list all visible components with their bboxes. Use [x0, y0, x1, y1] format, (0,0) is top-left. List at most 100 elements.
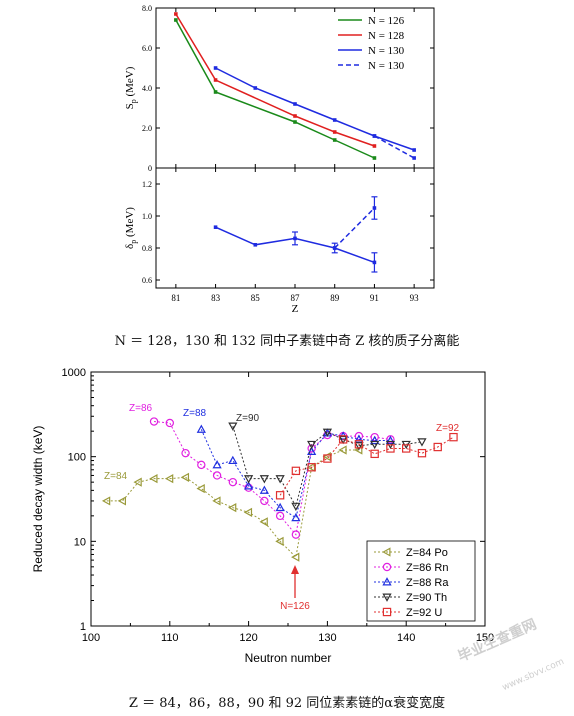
- p3-point: [259, 475, 269, 484]
- n126-arrow: N=126: [280, 565, 310, 612]
- p2-frame: [155, 167, 435, 289]
- p1-y-tick-label: 4.0: [142, 84, 152, 93]
- p3-point: [228, 477, 238, 487]
- p3-point: [338, 435, 348, 444]
- p1-series-layer: [174, 12, 416, 160]
- p3-x-axis-label: Neutron number: [245, 651, 332, 665]
- p3-point: [433, 442, 442, 452]
- p3-point: [228, 503, 237, 513]
- label-z92: Z=92: [436, 423, 460, 434]
- p2-ylabel-main: δ: [124, 244, 136, 249]
- p3-point: [180, 472, 190, 482]
- p3-point: [291, 466, 301, 476]
- p1-point: [332, 138, 337, 142]
- label-n126: N=126: [280, 601, 310, 612]
- p2-x-tick-label: 89: [330, 293, 340, 303]
- label-z88: Z=88: [183, 408, 207, 419]
- p3-point: [133, 477, 142, 487]
- p3-point: [402, 444, 411, 453]
- p1-point: [174, 18, 178, 22]
- p3-point: [228, 455, 238, 465]
- p3-point: [197, 460, 206, 470]
- p3-point: [307, 446, 317, 456]
- p1-point: [253, 86, 258, 90]
- p2-axes: 81 83 85 87 89 91 93 0.6 0.8 1.0 1.2: [142, 168, 434, 303]
- p1-point: [372, 144, 377, 148]
- p1-point: [293, 114, 297, 118]
- p2-x-tick-label: 83: [211, 293, 221, 303]
- p3-point: [275, 536, 284, 546]
- p3-point: [323, 454, 332, 463]
- p1-series-line: [175, 13, 375, 147]
- p2-ylabel-sub: p: [129, 240, 138, 244]
- p3-point: [291, 512, 301, 522]
- p3-point: [275, 475, 285, 484]
- p1-point: [293, 102, 297, 106]
- p3-legend-label: Z=90 Th: [406, 592, 447, 604]
- p3-legend-label: Z=92 U: [406, 607, 442, 619]
- p1-series-line: [175, 19, 375, 159]
- p3-point: [386, 444, 395, 453]
- p3-point: [306, 462, 316, 472]
- p3-legend-marker: [382, 562, 392, 572]
- p3-series-line: [153, 421, 391, 536]
- p3-point: [370, 449, 379, 459]
- p3-point: [243, 481, 254, 490]
- p3-x-tick-label: 140: [397, 632, 415, 644]
- p3-point: [165, 418, 174, 428]
- p3-series-line: [200, 429, 391, 519]
- p3-y-axis-label: Reduced decay width (keV): [31, 426, 45, 573]
- p3-legend-marker: [382, 577, 392, 586]
- p3-y-tick-label: 1000: [62, 367, 86, 379]
- p3-point: [417, 438, 427, 447]
- p3-point: [322, 428, 333, 437]
- p2-y-tick-label: 1.0: [142, 212, 152, 221]
- p3-x-tick-label: 110: [161, 632, 179, 644]
- p3-point: [370, 440, 380, 450]
- p2-series-line: [334, 207, 375, 249]
- p3-point: [196, 483, 205, 494]
- p3-point: [101, 496, 111, 506]
- p3-legend: Z=84 Po Z=86 Rn Z=88 Ra Z=90 Th Z=92 U: [366, 540, 476, 622]
- p1-series-line: [215, 67, 415, 151]
- p2-point: [332, 246, 337, 250]
- p2-point: [253, 243, 258, 247]
- p3-point: [275, 502, 285, 512]
- p1-legend-n130-dashed: N = 130: [368, 60, 405, 72]
- p3-legend-label: Z=86 Rn: [406, 562, 449, 574]
- separation-energy-panel: 0 2.0 4.0 6.0 8.0 Sp (MeV) N = 126 N = 128 N…: [124, 4, 435, 173]
- p2-y-axis-label: δp (MeV): [124, 207, 138, 249]
- p3-point: [370, 435, 380, 445]
- p3-point: [275, 491, 285, 500]
- p3-point: [243, 475, 254, 484]
- p1-y-tick-label: 0: [148, 164, 152, 173]
- p1-point: [332, 130, 337, 134]
- p2-point: [213, 225, 218, 229]
- p1-legend: N = 126 N = 128 N = 130 N = 130: [338, 15, 405, 72]
- p1-axes: 0 2.0 4.0 6.0 8.0: [142, 4, 434, 173]
- p1-ylabel-unit: (MeV): [124, 66, 136, 99]
- p1-y-tick-label: 6.0: [142, 44, 152, 53]
- p3-point: [307, 440, 317, 450]
- p3-point: [181, 448, 190, 458]
- label-z86: Z=86: [129, 403, 153, 414]
- p3-x-tick-label: 100: [82, 632, 100, 644]
- p1-y-tick-label: 2.0: [142, 124, 152, 133]
- p3-point: [243, 507, 253, 517]
- p1-legend-n130: N = 130: [368, 45, 405, 57]
- p2-y-tick-label: 1.2: [142, 180, 152, 189]
- p1-point: [372, 156, 377, 160]
- p2-y-tick-label: 0.6: [142, 276, 152, 285]
- p2-ylabel-unit: (MeV): [124, 207, 136, 240]
- p2-x-tick-label: 87: [291, 293, 301, 303]
- p3-point: [370, 432, 379, 442]
- p3-point: [354, 440, 364, 449]
- p2-series-layer: [213, 196, 378, 273]
- label-z84: Z=84: [104, 471, 128, 482]
- p1-point: [213, 78, 218, 82]
- p3-point: [275, 511, 285, 521]
- p1-legend-n126: N = 126: [368, 15, 405, 27]
- p1-point: [332, 118, 337, 122]
